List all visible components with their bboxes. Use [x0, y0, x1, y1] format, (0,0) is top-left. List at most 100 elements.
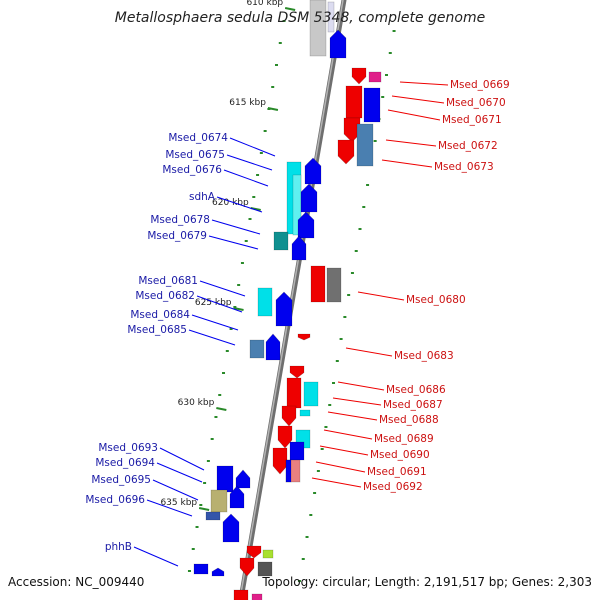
gene-left-strand: [289, 441, 305, 461]
minor-dot-left: [240, 262, 244, 264]
minor-dot-left: [256, 174, 260, 176]
leader-line: [159, 447, 205, 471]
minor-dot-right: [388, 52, 392, 54]
gene-right-strand: [343, 117, 361, 143]
minor-dot-left: [199, 504, 203, 506]
gene-left-strand: [193, 563, 209, 575]
leader-line: [311, 477, 362, 488]
gene-cyan: [299, 409, 311, 417]
gene-left-strand: [285, 459, 292, 483]
tick-label: 625 kbp: [195, 298, 232, 308]
leader-line: [191, 314, 239, 331]
minor-dot-right: [392, 30, 396, 32]
tick-mark: [216, 407, 227, 411]
gene-right-strand: [351, 67, 367, 85]
tick-label: 610 kbp: [246, 0, 283, 8]
gene-left-strand: [222, 513, 240, 543]
minor-dot-right: [358, 228, 362, 230]
leader-line: [387, 109, 441, 121]
gene-label-left: Msed_0693: [98, 442, 158, 454]
gene-label-left: Msed_0682: [135, 290, 195, 302]
gene-label-left: Msed_0678: [150, 214, 210, 226]
leader-line: [323, 429, 373, 440]
minor-dot-right: [373, 140, 377, 142]
minor-dot-right: [301, 558, 305, 560]
minor-dot-left: [187, 570, 191, 572]
gene-cyan: [303, 381, 319, 407]
minor-dot-left: [225, 350, 229, 352]
minor-dot-right: [320, 448, 324, 450]
gene-right-strand: [310, 265, 326, 303]
gene-label-right: Msed_0671: [442, 114, 502, 126]
leader-line: [357, 291, 405, 301]
tick-label: 615 kbp: [229, 98, 266, 108]
gene-left-strand: [363, 87, 381, 123]
gene-left-strand: [297, 211, 315, 239]
leader-line: [152, 479, 199, 501]
minor-dot-right: [324, 426, 328, 428]
minor-dot-left: [206, 460, 210, 462]
gene-grey-dark: [257, 561, 273, 577]
minor-dot-left: [222, 372, 226, 374]
gene-label-left: Msed_0685: [127, 324, 187, 336]
gene-label-left: Msed_0684: [130, 309, 190, 321]
minor-dot-right: [309, 514, 313, 516]
gene-teal: [273, 231, 289, 251]
gene-lavender: [327, 1, 335, 33]
gene-label-right: Msed_0680: [406, 294, 466, 306]
gene-magenta: [251, 593, 263, 600]
minor-dot-right: [332, 382, 336, 384]
minor-dot-left: [195, 526, 199, 528]
gene-right-strand: [297, 333, 311, 341]
minor-dot-right: [305, 536, 309, 538]
minor-dot-left: [203, 482, 207, 484]
leader-line: [208, 235, 259, 250]
gene-label-right: Msed_0673: [434, 161, 494, 173]
leader-line: [223, 169, 269, 187]
minor-dot-right: [316, 470, 320, 472]
minor-dot-left: [191, 548, 195, 550]
leader-line: [156, 462, 203, 483]
gene-steel: [356, 123, 374, 167]
gene-left-strand: [211, 567, 225, 577]
page-title: Metallosphaera sedula DSM 5348, complete…: [114, 10, 486, 26]
gene-label-left: phhB: [105, 541, 132, 553]
tick-label: 635 kbp: [160, 498, 197, 508]
minor-dot-right: [362, 206, 366, 208]
gene-right-strand: [233, 589, 249, 600]
tick-mark: [198, 507, 210, 511]
gene-label-left: Msed_0695: [91, 474, 151, 486]
minor-dot-left: [252, 196, 256, 198]
leader-line: [381, 159, 433, 168]
gene-left-strand: [300, 183, 318, 213]
gene-label-left: Msed_0694: [95, 457, 155, 469]
bp-ticks: 610 kbp 615 kbp 620 kbp 625 kbp 630 kbp 635 k…: [160, 0, 296, 511]
leader-line: [229, 137, 276, 157]
gene-labels: Msed_0674 Msed_0675 Msed_0676 sdhA Msed_0678…: [85, 79, 509, 553]
minor-dot-left: [271, 86, 275, 88]
gene-label-right: Msed_0690: [370, 449, 430, 461]
gene-right-strand: [286, 377, 302, 409]
gene-label-left: Msed_0696: [85, 494, 145, 506]
minor-dot-right: [354, 250, 358, 252]
minor-dot-right: [339, 338, 343, 340]
minor-dot-left: [214, 416, 218, 418]
gene-right-strand: [246, 545, 262, 559]
tick-label: 630 kbp: [178, 398, 215, 408]
gene-right-strand: [337, 139, 355, 165]
gene-left-strand: [291, 235, 307, 261]
minor-dot-left: [229, 328, 233, 330]
minor-dot-left: [259, 152, 263, 154]
topology-text: Topology: circular; Length: 2,191,517 bp…: [262, 575, 592, 589]
gene-label-right: Msed_0683: [394, 350, 454, 362]
gene-label-right: Msed_0672: [438, 140, 498, 152]
gene-left-strand: [304, 157, 322, 185]
gene-right-strand: [239, 557, 255, 577]
leader-line: [385, 139, 437, 147]
gene-left-strand: [216, 465, 234, 493]
leader-line: [211, 219, 261, 235]
backbone-line: [238, 0, 347, 600]
leader-line: [399, 81, 449, 86]
leader-line: [199, 280, 246, 297]
minor-dot-right: [313, 492, 317, 494]
